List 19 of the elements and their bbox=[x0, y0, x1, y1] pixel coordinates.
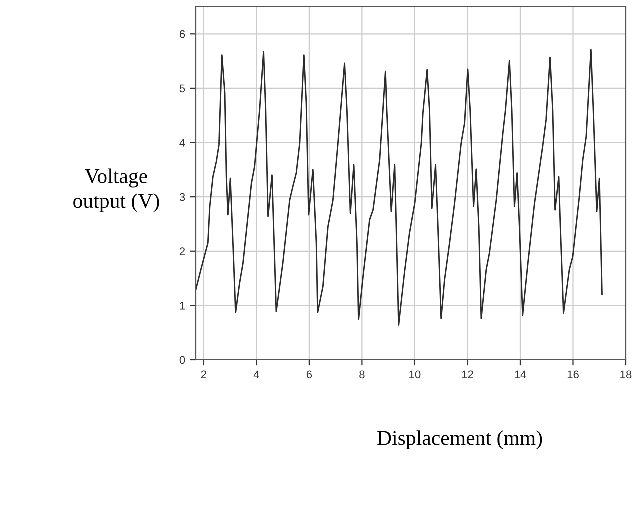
y-tick-label: 4 bbox=[180, 139, 186, 147]
y-tick-label: 2 bbox=[180, 248, 186, 256]
x-tick-label: 16 bbox=[568, 370, 579, 379]
x-tick-label: 14 bbox=[515, 370, 526, 378]
y-tick-label: 6 bbox=[180, 30, 186, 38]
x-tick-label: 6 bbox=[306, 370, 312, 379]
x-tick-label: 8 bbox=[360, 370, 365, 379]
x-tick-label: 4 bbox=[254, 370, 260, 378]
y-tick-label: 5 bbox=[180, 84, 186, 93]
y-tick-label: 3 bbox=[180, 193, 186, 202]
x-axis-title: Displacement (mm) bbox=[378, 430, 542, 450]
x-tick-label: 18 bbox=[620, 370, 632, 379]
x-tick-label: 10 bbox=[410, 370, 421, 379]
y-tick-label: 1 bbox=[180, 302, 186, 310]
x-tick-label: 2 bbox=[201, 370, 206, 378]
line-series bbox=[196, 49, 603, 326]
y-tick-label: 0 bbox=[180, 356, 186, 364]
y-axis-title: Voltage output (V) bbox=[74, 168, 160, 212]
x-tick-label: 12 bbox=[462, 370, 474, 378]
